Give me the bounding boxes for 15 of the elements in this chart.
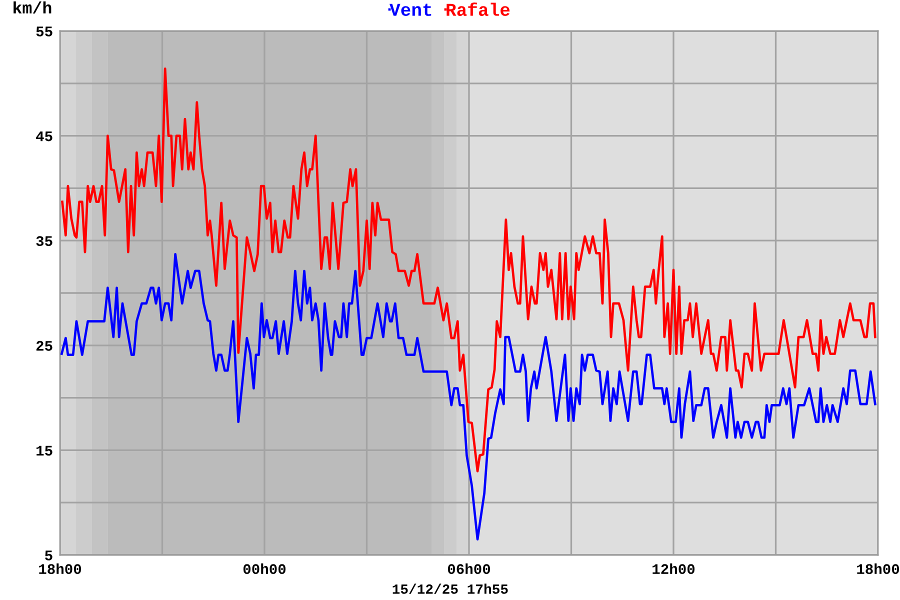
x-tick-label: 18h00 <box>857 563 900 574</box>
y-axis-title: km/h <box>14 1 52 14</box>
y-tick-label: 45 <box>36 131 52 142</box>
x-tick-label: 06h00 <box>448 563 490 574</box>
x-tick-label: 18h00 <box>39 563 82 574</box>
y-tick-label: 35 <box>36 236 52 246</box>
y-tick-label: 5 <box>45 550 52 560</box>
x-tick-label: 00h00 <box>243 563 286 574</box>
legend-label: Vent <box>390 4 432 16</box>
y-tick-label: 55 <box>36 26 52 36</box>
y-tick-label: 15 <box>36 446 52 456</box>
x-axis-title: 15/12/25 17h55 <box>392 584 508 594</box>
legend-label: Rafale <box>446 2 510 16</box>
y-tick-label: 25 <box>36 340 52 351</box>
x-tick-label: 12h00 <box>652 563 695 574</box>
